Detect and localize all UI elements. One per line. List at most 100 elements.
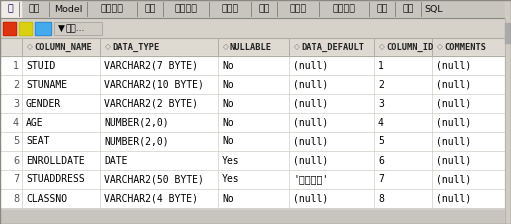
Bar [0, 151, 511, 170]
Text: 约束条件: 约束条件 [101, 4, 124, 13]
Bar [0, 113, 511, 132]
Text: '地址不详': '地址不详' [293, 174, 328, 185]
Text: No: No [222, 194, 234, 203]
Bar [0, 189, 511, 208]
Bar [505, 23, 511, 43]
Text: 8: 8 [13, 194, 19, 203]
Bar [505, 0, 511, 224]
Text: STUNAME: STUNAME [26, 80, 67, 90]
Text: 2: 2 [13, 80, 19, 90]
Text: NULLABLE: NULLABLE [230, 43, 272, 52]
Text: (null): (null) [293, 118, 328, 127]
Text: COMMENTS: COMMENTS [444, 43, 486, 52]
Text: 6: 6 [13, 155, 19, 166]
Bar [20, 23, 31, 34]
Text: Yes: Yes [222, 174, 240, 185]
Bar [0, 18, 511, 38]
Text: 数据: 数据 [28, 4, 40, 13]
Text: ◇: ◇ [223, 43, 229, 52]
Text: 3: 3 [13, 99, 19, 108]
Text: ENROLLDATE: ENROLLDATE [26, 155, 85, 166]
Bar [0, 75, 511, 94]
Bar [4, 23, 15, 34]
Bar [1, 0, 21, 18]
Text: No: No [222, 136, 234, 146]
Text: (null): (null) [293, 194, 328, 203]
Bar [0, 170, 511, 189]
Text: ◇: ◇ [379, 43, 385, 52]
Bar [54, 22, 102, 35]
Text: VARCHAR2(50 BYTE): VARCHAR2(50 BYTE) [104, 174, 204, 185]
Text: COLUMN_NAME: COLUMN_NAME [34, 42, 92, 52]
Text: (null): (null) [436, 80, 471, 90]
Text: (null): (null) [436, 136, 471, 146]
Text: 触发器: 触发器 [221, 4, 239, 13]
Text: 8: 8 [378, 194, 384, 203]
Text: 详细资料: 详细资料 [333, 4, 356, 13]
Bar [0, 0, 511, 18]
Text: Yes: Yes [222, 155, 240, 166]
Text: STUID: STUID [26, 60, 55, 71]
Text: SQL: SQL [425, 4, 444, 13]
Text: VARCHAR2(4 BYTE): VARCHAR2(4 BYTE) [104, 194, 198, 203]
Text: (null): (null) [293, 60, 328, 71]
Text: No: No [222, 60, 234, 71]
Text: 5: 5 [378, 136, 384, 146]
Text: 4: 4 [13, 118, 19, 127]
Text: 5: 5 [13, 136, 19, 146]
Text: (null): (null) [293, 136, 328, 146]
Text: No: No [222, 118, 234, 127]
Text: GENDER: GENDER [26, 99, 61, 108]
Bar [0, 132, 511, 151]
Bar [0, 56, 511, 75]
Text: 7: 7 [378, 174, 384, 185]
Text: 4: 4 [378, 118, 384, 127]
Text: 授权: 授权 [144, 4, 156, 13]
Text: AGE: AGE [26, 118, 43, 127]
Text: ◇: ◇ [27, 43, 33, 52]
Text: NUMBER(2,0): NUMBER(2,0) [104, 118, 169, 127]
Text: 索引: 索引 [402, 4, 414, 13]
Text: (null): (null) [293, 155, 328, 166]
Text: DATA_DEFAULT: DATA_DEFAULT [301, 42, 364, 52]
Text: VARCHAR2(2 BYTE): VARCHAR2(2 BYTE) [104, 99, 198, 108]
Text: (null): (null) [293, 80, 328, 90]
Text: COLUMN_ID: COLUMN_ID [386, 42, 433, 52]
Text: 7: 7 [13, 174, 19, 185]
Text: ◇: ◇ [437, 43, 443, 52]
Bar [3, 22, 16, 35]
Text: 6: 6 [378, 155, 384, 166]
Bar [36, 23, 50, 34]
Text: STUADDRESS: STUADDRESS [26, 174, 85, 185]
Text: 1: 1 [13, 60, 19, 71]
Text: VARCHAR2(10 BYTE): VARCHAR2(10 BYTE) [104, 80, 204, 90]
Text: (null): (null) [436, 99, 471, 108]
Bar [0, 38, 511, 56]
Text: 相关性: 相关性 [289, 4, 307, 13]
Bar [0, 94, 511, 113]
Text: No: No [222, 99, 234, 108]
Text: (null): (null) [293, 99, 328, 108]
Text: (null): (null) [436, 118, 471, 127]
Text: (null): (null) [436, 194, 471, 203]
Text: 列: 列 [7, 4, 13, 13]
Text: NUMBER(2,0): NUMBER(2,0) [104, 136, 169, 146]
Text: 1: 1 [378, 60, 384, 71]
Text: (null): (null) [436, 60, 471, 71]
Bar [54, 22, 102, 35]
Text: SEAT: SEAT [26, 136, 50, 146]
Text: VARCHAR2(7 BYTE): VARCHAR2(7 BYTE) [104, 60, 198, 71]
Text: No: No [222, 80, 234, 90]
Text: ▼: ▼ [58, 24, 65, 33]
Text: DATA_TYPE: DATA_TYPE [112, 42, 159, 52]
Text: 2: 2 [378, 80, 384, 90]
Text: 统计信息: 统计信息 [174, 4, 197, 13]
Text: (null): (null) [436, 174, 471, 185]
Text: ◇: ◇ [105, 43, 111, 52]
Text: 操作...: 操作... [65, 24, 84, 33]
Text: 闪回: 闪回 [258, 4, 270, 13]
Bar [19, 22, 32, 35]
Text: 3: 3 [378, 99, 384, 108]
Text: CLASSNO: CLASSNO [26, 194, 67, 203]
Text: ◇: ◇ [294, 43, 300, 52]
